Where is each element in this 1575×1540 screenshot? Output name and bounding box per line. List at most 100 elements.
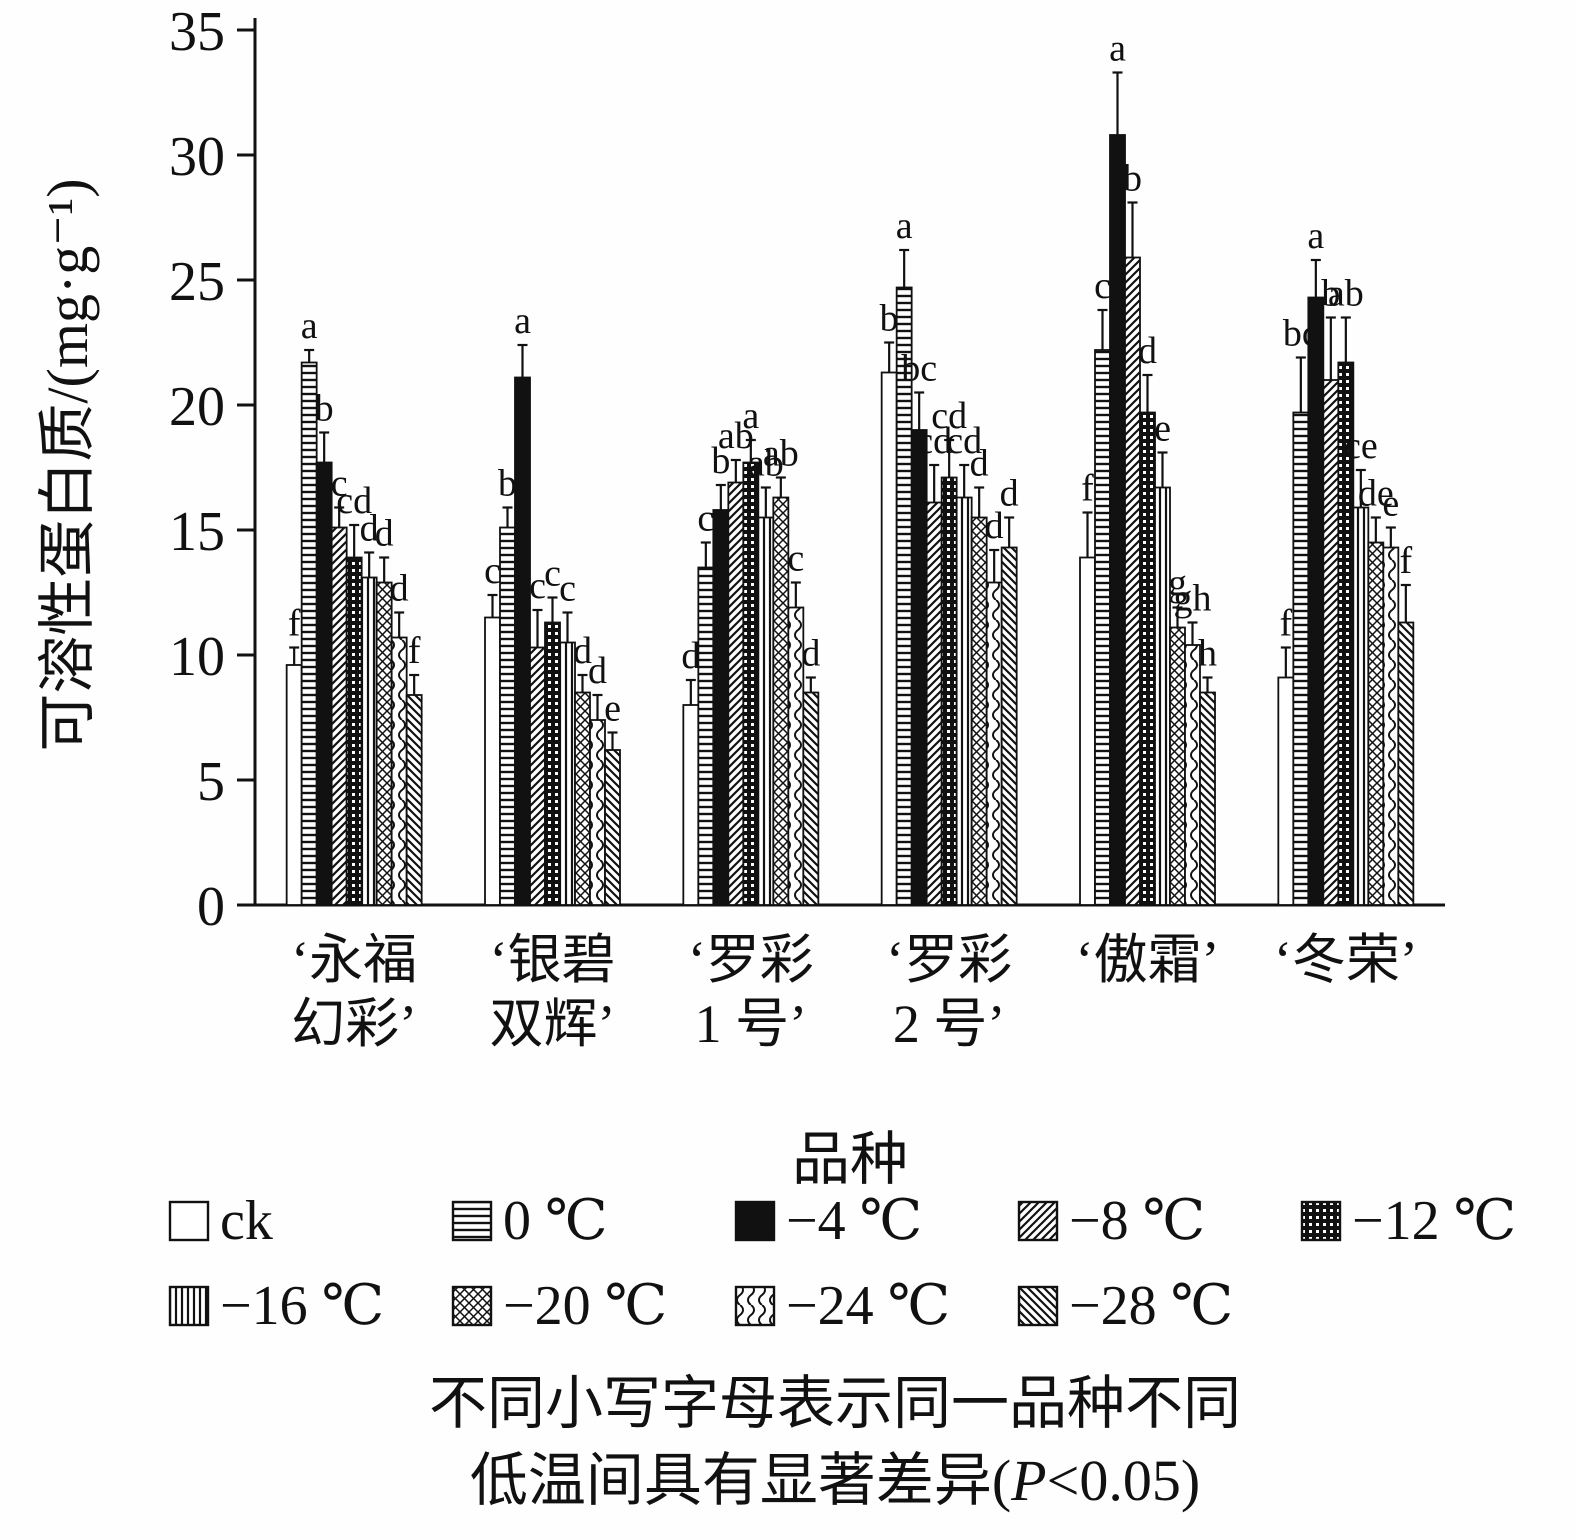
legend-label: −12 ℃ <box>1352 1190 1517 1252</box>
significance-letter: e <box>1154 408 1171 450</box>
y-tick-label: 20 <box>169 376 225 438</box>
bar <box>910 429 928 906</box>
legend-label: −20 ℃ <box>503 1275 668 1337</box>
series-−24 ℃: ddcdghe <box>390 483 1399 906</box>
bar <box>697 566 715 906</box>
note-line2: 低温间具有显著差异(P<0.05) <box>469 1447 1201 1513</box>
significance-letter: d <box>573 630 592 672</box>
bar <box>940 476 958 906</box>
significance-letter: d <box>588 650 607 692</box>
legend-label: −16 ℃ <box>220 1275 385 1337</box>
significance-letter: gh <box>1174 578 1212 620</box>
bar <box>559 641 576 906</box>
significance-letter: d <box>375 513 394 555</box>
bar <box>1154 486 1171 906</box>
legend-swatch-icon <box>168 1200 210 1241</box>
x-axis-title: 品种 <box>791 1127 908 1192</box>
y-tick-label: 25 <box>169 251 225 313</box>
bar <box>727 481 745 906</box>
significance-letter: d <box>801 633 820 675</box>
x-category-label: 2 号’ <box>893 994 1005 1054</box>
significance-letter: f <box>1081 468 1094 510</box>
legend-swatch-icon <box>1017 1285 1059 1326</box>
bar <box>330 526 348 906</box>
bar <box>1367 541 1385 906</box>
significance-letter: c <box>787 538 804 580</box>
bar <box>375 581 393 906</box>
significance-letter: ce <box>1344 425 1378 467</box>
bar <box>802 691 820 906</box>
significance-letter: a <box>1307 215 1324 257</box>
bar <box>1169 626 1186 906</box>
bar <box>955 496 973 906</box>
legend-item: 0 ℃ <box>451 1188 734 1253</box>
bar <box>499 526 516 906</box>
bar <box>484 616 501 906</box>
bar <box>682 704 700 906</box>
significance-letter: d <box>985 505 1004 547</box>
bar <box>1307 296 1325 906</box>
y-tick-label: 15 <box>169 501 225 563</box>
significance-letter: d <box>390 568 409 610</box>
significance-letter: de <box>1358 473 1394 515</box>
bar <box>589 719 606 906</box>
bar <box>285 664 303 906</box>
significance-letter: b <box>498 463 517 505</box>
bar <box>712 509 730 906</box>
significance-letter: a <box>896 205 913 247</box>
series-0 ℃: abcacbc <box>300 205 1319 906</box>
significance-letter: c <box>697 498 714 540</box>
significance-letter: d <box>1000 473 1019 515</box>
significance-letter: b <box>711 440 730 482</box>
significance-letter: e <box>1382 483 1399 525</box>
x-category-label: ‘冬荣’ <box>1274 930 1418 990</box>
legend-swatch-icon <box>451 1200 493 1241</box>
legend-swatch-icon <box>1017 1200 1059 1241</box>
bar <box>529 646 546 906</box>
bar <box>544 621 561 906</box>
bar <box>390 636 408 906</box>
significance-note: 不同小写字母表示同一品种不同 低温间具有显著差异(P<0.05) <box>170 1366 1500 1519</box>
bar <box>300 361 318 906</box>
legend-swatch-icon <box>734 1200 776 1241</box>
legend-swatch-icon <box>168 1285 210 1326</box>
bar <box>1109 134 1126 906</box>
bar <box>1292 411 1310 906</box>
significance-letter: b <box>880 298 899 340</box>
significance-letter: bc <box>901 348 937 390</box>
legend-item: −24 ℃ <box>734 1273 1017 1338</box>
significance-letter: cd <box>931 395 967 437</box>
significance-letter: b <box>315 388 334 430</box>
legend-item: −16 ℃ <box>168 1273 451 1338</box>
bar <box>772 496 790 906</box>
significance-letter: a <box>742 395 759 437</box>
bar <box>757 516 775 906</box>
significance-letter: c <box>529 565 546 607</box>
bar <box>1000 546 1018 906</box>
significance-letter: b <box>1123 158 1142 200</box>
x-category-label: ‘罗彩 <box>886 930 1012 990</box>
significance-letter: b <box>1321 273 1340 315</box>
x-category-label: 双辉’ <box>490 994 616 1054</box>
bar <box>574 691 591 906</box>
significance-letter: f <box>288 603 301 645</box>
significance-letter: c <box>484 550 501 592</box>
y-tick-label: 5 <box>197 751 225 813</box>
significance-letter: ab <box>763 433 799 475</box>
legend-item: −8 ℃ <box>1017 1188 1300 1253</box>
significance-letter: c <box>1094 265 1111 307</box>
legend-swatch-icon <box>1300 1200 1342 1241</box>
legend-swatch-icon <box>451 1285 493 1326</box>
x-category-label: 幻彩’ <box>291 994 417 1054</box>
bar <box>742 461 760 906</box>
significance-letter: f <box>1280 603 1293 645</box>
significance-letter: cd <box>336 480 372 522</box>
bar <box>1079 556 1096 906</box>
significance-letter: c <box>544 553 561 595</box>
bar <box>1199 691 1216 906</box>
bar <box>405 694 423 906</box>
series-−4 ℃: babbcaa <box>315 28 1325 906</box>
legend-label: 0 ℃ <box>503 1190 608 1252</box>
